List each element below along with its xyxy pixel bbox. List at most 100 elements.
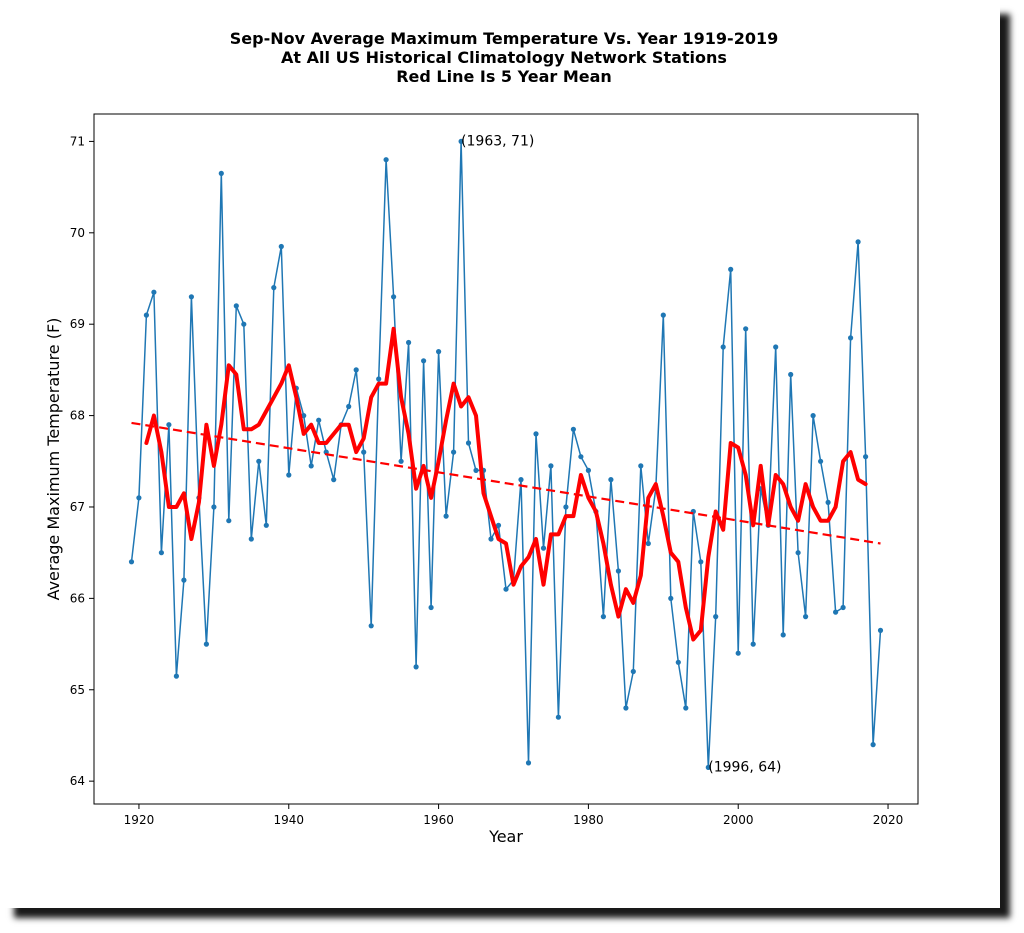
annual-data-point: [863, 454, 869, 460]
annual-data-point: [773, 344, 779, 350]
data-annotation: (1996, 64): [708, 759, 781, 775]
annual-data-point: [406, 339, 412, 346]
x-tick-label: 2020: [873, 813, 904, 827]
annual-data-point: [181, 577, 187, 583]
annual-data-point: [525, 760, 532, 766]
annual-data-point: [413, 664, 419, 670]
annual-data-point: [698, 559, 704, 565]
annual-data-point: [503, 586, 509, 592]
annual-data-point: [451, 449, 457, 455]
annual-data-point: [818, 458, 824, 464]
x-tick-label: 1960: [423, 813, 454, 827]
annual-data-point: [555, 714, 562, 720]
annual-data-point: [331, 477, 337, 483]
annual-data-point: [803, 614, 809, 620]
annual-data-point: [585, 467, 592, 473]
annual-data-point: [241, 321, 247, 327]
annual-data-point: [361, 449, 367, 455]
annotations: (1963, 71) (1996, 64): [461, 133, 781, 775]
annual-data-point: [458, 138, 464, 144]
annual-data-point: [855, 239, 861, 245]
annual-data-point: [465, 440, 472, 446]
annual-data-point: [660, 312, 666, 318]
annual-data-point: [675, 659, 681, 665]
y-tick-label: 69: [70, 317, 85, 331]
annual-data-point: [735, 650, 741, 656]
annual-data-point: [136, 495, 142, 501]
annual-data-point: [226, 518, 232, 524]
annual-data-point: [780, 632, 786, 638]
chart-title: Sep-Nov Average Maximum Temperature Vs. …: [230, 29, 778, 86]
annual-data-point: [173, 673, 179, 679]
y-axis-label: Average Maximum Temperature (F): [44, 318, 63, 601]
annual-data-point: [720, 344, 726, 350]
y-tick-label: 68: [70, 409, 85, 423]
y-axis-ticks: 64 65 66 67 68 69 70 71: [70, 134, 94, 788]
annual-data-point: [211, 504, 217, 510]
annual-data-point: [188, 294, 194, 300]
annual-data-point: [286, 472, 292, 478]
annual-data-point: [271, 285, 277, 291]
x-tick-label: 1920: [124, 813, 155, 827]
annual-data-point: [473, 467, 479, 473]
annual-data-point: [398, 458, 404, 464]
annual-data-point: [540, 545, 547, 551]
annual-data-point: [278, 243, 284, 250]
annual-data-point: [128, 559, 135, 565]
annual-data-point: [158, 550, 164, 556]
trend-line: [131, 421, 881, 545]
y-tick-label: 65: [70, 683, 85, 697]
x-axis-label: Year: [488, 827, 523, 846]
annual-data-point: [346, 403, 352, 410]
annual-data-point: [833, 609, 839, 615]
annual-data-point: [788, 371, 794, 378]
annual-data-point: [263, 522, 269, 528]
plot-layer: [128, 138, 884, 771]
title-line-2: At All US Historical Climatology Network…: [281, 48, 727, 67]
annual-data-point: [645, 540, 651, 547]
y-tick-label: 66: [70, 591, 85, 605]
annual-data-point: [436, 349, 442, 355]
annual-data-point: [495, 522, 502, 528]
annual-data-point: [488, 536, 494, 542]
annual-data-point: [795, 550, 801, 556]
annual-data-point: [533, 431, 539, 437]
annual-data-point: [877, 627, 884, 634]
x-tick-label: 2000: [723, 813, 754, 827]
x-axis-ticks: 1920 1940 1960 1980 2000 2020: [124, 804, 904, 827]
annual-data-point: [548, 463, 554, 469]
y-tick-label: 71: [70, 134, 85, 148]
annual-data-point: [248, 536, 254, 542]
y-tick-label: 70: [70, 226, 85, 240]
annual-data-point: [383, 157, 389, 163]
chart: Sep-Nov Average Maximum Temperature Vs. …: [44, 29, 919, 846]
y-tick-label: 64: [70, 774, 85, 788]
annual-data-point: [870, 742, 876, 748]
annual-data-point: [316, 417, 322, 423]
annual-data-point: [256, 458, 262, 464]
annual-data-point: [750, 641, 756, 647]
annual-data-point: [840, 604, 846, 611]
data-annotation: (1963, 71): [461, 133, 534, 149]
annual-data-point: [218, 170, 224, 176]
annual-data-point: [301, 413, 307, 419]
annual-data-point: [638, 463, 644, 469]
annual-data-point: [825, 499, 831, 505]
annual-data-point: [705, 764, 711, 771]
annual-data-point: [683, 705, 689, 711]
annual-data-point: [143, 312, 149, 318]
annual-data-point: [368, 623, 374, 629]
five-year-mean-line: [144, 326, 868, 642]
annual-data-point: [166, 422, 172, 428]
annual-data-point: [376, 376, 382, 382]
annual-data-point: [728, 266, 734, 272]
annual-data-point: [615, 568, 622, 574]
title-line-1: Sep-Nov Average Maximum Temperature Vs. …: [230, 29, 778, 48]
annual-data-point: [570, 426, 577, 432]
annual-data-point: [623, 705, 629, 711]
annual-data-point: [233, 303, 239, 309]
annual-data-point: [600, 614, 607, 620]
x-tick-label: 1980: [573, 813, 604, 827]
annual-data-point: [308, 463, 314, 469]
annual-data-point: [421, 358, 427, 364]
